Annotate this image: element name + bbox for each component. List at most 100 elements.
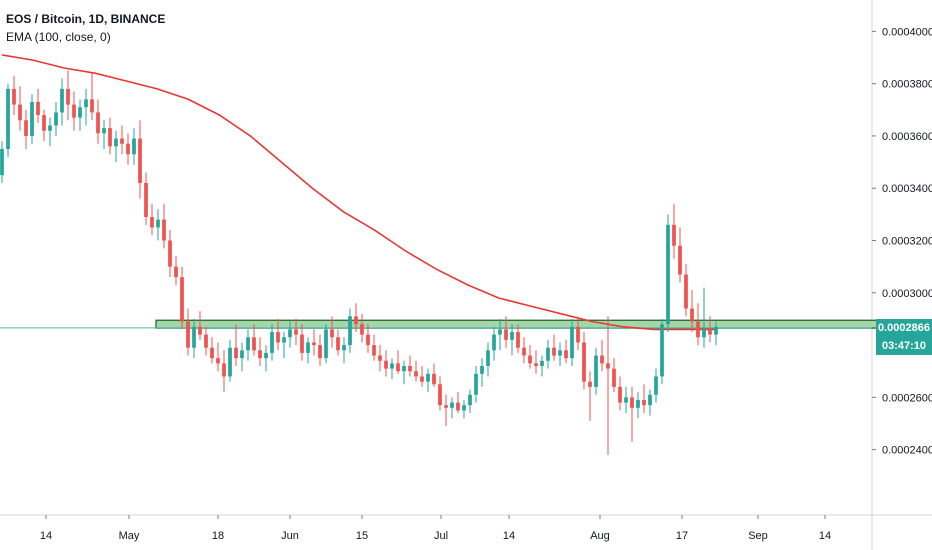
candle	[270, 324, 274, 361]
candle	[330, 316, 334, 348]
candle-body	[150, 216, 154, 228]
candle	[54, 101, 58, 136]
candle	[714, 321, 718, 346]
candle	[696, 303, 700, 346]
candle-body	[342, 345, 346, 351]
candle-body	[90, 99, 94, 113]
candle-body	[390, 363, 394, 369]
candle-body	[396, 363, 400, 372]
candle	[78, 99, 82, 131]
candle	[48, 117, 52, 147]
candle-body	[198, 326, 202, 335]
candle	[414, 360, 418, 382]
candle	[114, 130, 118, 163]
candle-body	[384, 360, 388, 369]
candle-body	[156, 219, 160, 228]
candle-body	[504, 329, 508, 340]
candle-body	[84, 99, 88, 108]
candle-body	[474, 373, 478, 395]
candle-body	[312, 342, 316, 346]
x-tick-label: Jun	[281, 530, 299, 542]
candle-body	[102, 128, 106, 134]
candle-body	[72, 104, 76, 118]
candle-body	[558, 350, 562, 356]
x-tick-label: 18	[212, 530, 224, 542]
ema-polyline	[1, 54, 716, 331]
candle-body	[294, 329, 298, 335]
candle-body	[438, 384, 442, 406]
candle	[708, 316, 712, 343]
x-tick-label: May	[119, 530, 140, 542]
ema-line	[1, 54, 716, 331]
candle-body	[714, 326, 718, 335]
candle	[390, 358, 394, 380]
candle	[558, 342, 562, 366]
candle	[462, 399, 466, 419]
candle	[240, 342, 244, 372]
candle-body	[234, 347, 238, 359]
candle-body	[276, 332, 280, 343]
candle	[426, 368, 430, 393]
candle-body	[708, 329, 712, 335]
candle	[168, 230, 172, 278]
candle	[564, 339, 568, 364]
candle-body	[24, 120, 28, 136]
candle	[600, 339, 604, 372]
candle	[684, 264, 688, 317]
x-tick-label: Sep	[748, 530, 768, 542]
candle-body	[528, 355, 532, 364]
x-tick-label: Jul	[434, 530, 448, 542]
candle-body	[222, 363, 226, 377]
candle-body	[30, 101, 34, 136]
candle	[234, 324, 238, 366]
candle	[402, 360, 406, 385]
candle-body	[42, 115, 46, 131]
candle-body	[420, 376, 424, 382]
candle-body	[534, 363, 538, 366]
candle-body	[6, 88, 10, 150]
support-zone-rect	[155, 319, 917, 329]
candle-body	[588, 381, 592, 387]
candle	[228, 339, 232, 382]
candle-body	[78, 107, 82, 118]
candle	[678, 227, 682, 283]
candle	[372, 334, 376, 361]
candle-body	[576, 326, 580, 343]
candle-body	[366, 334, 370, 346]
candle-body	[126, 143, 130, 155]
candle	[546, 339, 550, 369]
candle	[192, 318, 196, 359]
candle	[360, 313, 364, 343]
candle	[510, 324, 514, 356]
candle-body	[540, 360, 544, 366]
candle-body	[696, 321, 700, 338]
candle-body	[456, 402, 460, 411]
candle-body	[114, 138, 118, 147]
x-tick-label: 14	[503, 530, 515, 542]
candle	[66, 70, 70, 121]
candle	[30, 94, 34, 144]
candle	[204, 326, 208, 356]
indicator-label[interactable]: EMA (100, close, 0)	[6, 30, 111, 44]
candle-body	[204, 334, 208, 348]
candle-body	[66, 88, 70, 105]
candle-body	[138, 138, 142, 183]
candle-body	[330, 329, 334, 338]
candle	[276, 318, 280, 351]
symbol-title[interactable]: EOS / Bitcoin, 1D, BINANCE	[6, 12, 166, 26]
candle-body	[228, 347, 232, 377]
candle	[318, 334, 322, 366]
candle-body	[402, 365, 406, 372]
candle-body	[600, 355, 604, 364]
candle-body	[636, 399, 640, 408]
candle	[378, 345, 382, 372]
candle-body	[216, 358, 220, 364]
candle	[552, 334, 556, 361]
candle-body	[660, 324, 664, 377]
y-tick-label: 0.0004000	[882, 26, 932, 38]
candle-body	[654, 376, 658, 395]
candle-body	[258, 350, 262, 359]
candle	[324, 324, 328, 364]
